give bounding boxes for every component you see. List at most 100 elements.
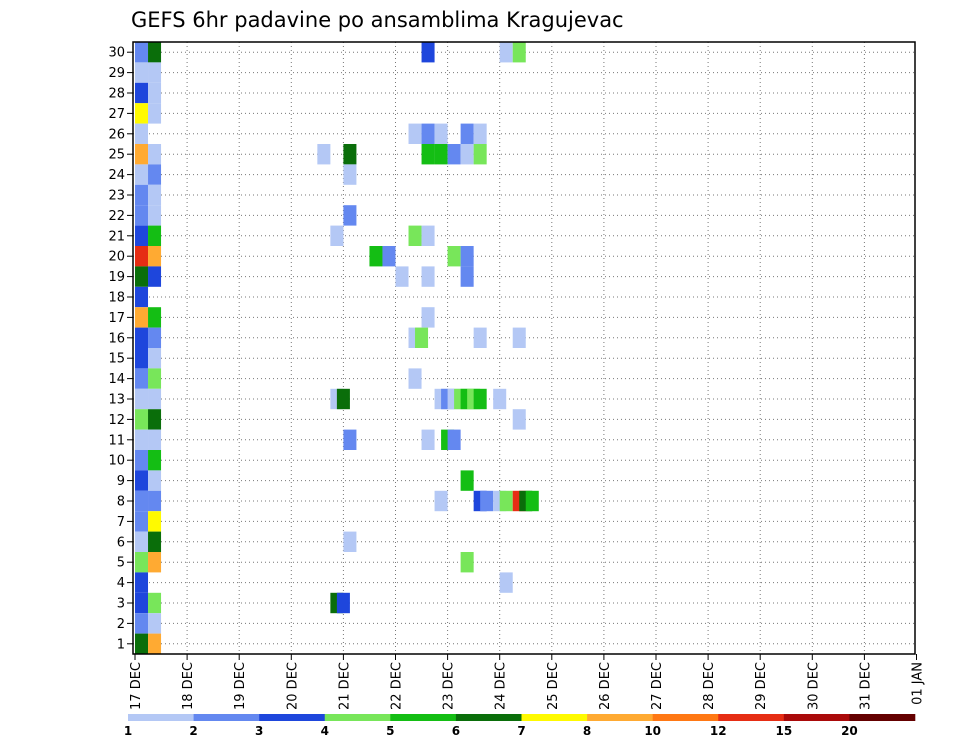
precip-cell [135,103,149,124]
precip-cell [148,409,162,430]
colorbar-swatch [193,714,260,721]
precip-cell [148,511,162,532]
colorbar-label: 4 [321,724,329,738]
x-tick-label: 18 DEC [181,662,196,710]
precip-cell [421,225,435,246]
precip-cell [148,348,162,369]
plot-frame [132,41,916,655]
precipitation-cells [135,42,539,654]
precip-cell [148,531,162,552]
colorbar-label: 1 [124,724,132,738]
precip-cell [135,62,149,83]
precip-cell [408,368,422,389]
precip-cell [148,103,162,124]
precip-cell [148,62,162,83]
precip-cell [421,42,435,63]
precip-cell [135,511,149,532]
precip-cell [421,144,435,165]
precip-cell [317,144,331,165]
y-tick-label: 14 [108,372,125,387]
y-tick-label: 12 [108,413,125,428]
x-tick-label: 27 DEC [650,662,665,710]
precip-cell [421,429,435,450]
precip-cell [460,266,474,287]
colorbar-swatch [849,714,916,721]
precip-cell [148,307,162,328]
y-tick-label: 21 [108,229,125,244]
x-axis: 17 DEC 18 DEC 19 DEC 20 DEC 21 DEC 22 DEC 23 D… [129,654,926,710]
precip-cell [421,307,435,328]
precip-cell [460,246,474,267]
precip-cell [421,266,435,287]
precip-cell [336,388,350,410]
y-tick-label: 3 [117,597,125,612]
y-tick-label: 13 [108,393,125,408]
precip-cell [460,123,474,144]
y-tick-label: 5 [117,556,125,571]
precip-cell [460,552,474,573]
precip-cell [135,409,149,430]
precip-cell [336,592,350,614]
precip-cell [447,429,461,450]
precip-cell [415,327,429,348]
x-tick-label: 19 DEC [233,662,248,710]
y-tick-label: 27 [108,107,125,122]
precip-cell [148,470,162,491]
precip-cell [473,144,487,165]
y-tick-label: 2 [117,617,125,632]
colorbar-swatch [783,714,850,721]
precip-cell [148,368,162,389]
y-tick-label: 17 [108,311,125,326]
y-tick-label: 18 [108,291,125,306]
precip-cell [148,42,162,63]
x-tick-label: 22 DEC [390,662,405,710]
precip-cell [135,552,149,573]
colorbar-label: 3 [255,724,263,738]
colorbar-swatch [390,714,457,721]
precip-cell [460,470,474,491]
y-tick-label: 28 [108,87,125,102]
precip-cell [135,450,149,471]
x-tick-label: 29 DEC [754,662,769,710]
colorbar-swatch [718,714,785,721]
precip-cell [473,388,487,410]
x-tick-label: 21 DEC [337,662,352,710]
precip-cell [343,205,357,226]
precip-cell [148,633,162,654]
y-tick-label: 9 [117,474,125,489]
precip-cell [499,42,513,63]
y-tick-label: 25 [108,148,125,163]
colorbar-swatch [128,714,194,721]
precip-cell [148,144,162,165]
x-tick-label: 17 DEC [129,662,144,710]
precip-cell [382,246,396,267]
y-tick-label: 7 [117,515,125,530]
precip-cell [148,82,162,104]
precip-cell [148,246,162,267]
precip-cell [512,42,526,63]
precip-cell [148,450,162,471]
y-tick-label: 30 [108,46,125,61]
precip-cell [369,246,383,267]
precip-cell [447,246,461,267]
precip-cell [135,82,149,104]
y-tick-label: 15 [108,352,125,367]
precip-cell [135,307,149,328]
precip-cell [343,531,357,552]
precip-cell [343,429,357,450]
precip-cell [135,205,149,226]
precip-cell [148,327,162,348]
precip-cell [148,225,162,246]
y-tick-label: 11 [108,433,125,448]
precip-cell [499,490,513,512]
x-tick-label: 23 DEC [442,662,457,710]
x-tick-label: 28 DEC [702,662,717,710]
precip-cell [148,490,162,512]
colorbar-swatch [652,714,719,721]
colorbar-label: 8 [583,724,591,738]
precip-cell [473,123,487,144]
precip-cell [135,42,149,63]
x-tick-label: 20 DEC [285,662,300,710]
precip-cell [512,327,526,348]
